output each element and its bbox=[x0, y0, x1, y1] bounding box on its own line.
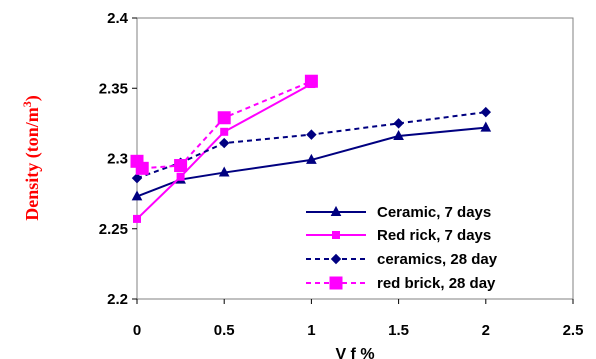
data-point bbox=[306, 153, 317, 164]
y-tick-label: 2.35 bbox=[99, 80, 128, 97]
series-red-brick-28-day bbox=[130, 74, 318, 175]
y-axis-title: Density (ton/m3) bbox=[20, 95, 43, 221]
legend-marker bbox=[330, 253, 342, 265]
x-tick-label: 0.5 bbox=[214, 322, 235, 339]
data-point bbox=[393, 118, 404, 129]
y-axis-title-close: ) bbox=[22, 95, 43, 101]
data-point bbox=[220, 127, 229, 136]
legend-label: Red rick, 7 days bbox=[377, 227, 491, 244]
y-tick-label: 2.25 bbox=[99, 221, 128, 238]
x-axis-title: V f % bbox=[335, 346, 374, 359]
legend: Ceramic, 7 days Red rick, 7 days ceramics,… bbox=[296, 197, 560, 295]
series-layer bbox=[130, 74, 492, 223]
data-point bbox=[306, 129, 317, 140]
x-axis-ticks: 0 0.5 1 1.5 2 2.5 bbox=[133, 299, 584, 339]
y-tick-label: 2.4 bbox=[107, 10, 129, 27]
legend-label: red brick, 28 day bbox=[377, 275, 496, 292]
y-axis-title-superscript: 3 bbox=[20, 101, 34, 107]
x-tick-label: 1.5 bbox=[388, 322, 409, 339]
y-axis-ticks: 2.2 2.25 2.3 2.35 2.4 bbox=[99, 10, 137, 308]
y-axis-title-main: Density (ton/m bbox=[22, 107, 43, 221]
x-tick-label: 1 bbox=[307, 322, 315, 339]
legend-entry: Ceramic, 7 days bbox=[306, 204, 491, 221]
data-point bbox=[393, 129, 404, 141]
data-point bbox=[480, 121, 492, 132]
data-point bbox=[176, 172, 185, 181]
legend-marker bbox=[329, 276, 343, 290]
data-point bbox=[133, 214, 141, 223]
data-point bbox=[135, 161, 149, 175]
data-point bbox=[480, 106, 492, 118]
legend-label: ceramics, 28 day bbox=[377, 251, 498, 268]
data-point bbox=[217, 111, 231, 125]
data-point bbox=[218, 137, 230, 149]
y-tick-label: 2.2 bbox=[107, 291, 128, 308]
series-line bbox=[136, 83, 312, 220]
data-point bbox=[131, 190, 143, 201]
legend-label: Ceramic, 7 days bbox=[377, 204, 491, 221]
legend-marker bbox=[330, 205, 342, 216]
legend-marker bbox=[332, 231, 340, 239]
x-tick-label: 2 bbox=[482, 322, 490, 339]
data-point bbox=[218, 166, 230, 177]
legend-entry: Red rick, 7 days bbox=[306, 227, 491, 244]
series-line bbox=[136, 126, 486, 198]
data-point bbox=[131, 172, 143, 184]
x-tick-label: 2.5 bbox=[563, 322, 584, 339]
data-point bbox=[174, 159, 188, 173]
legend-entry: red brick, 28 day bbox=[306, 275, 496, 292]
x-tick-label: 0 bbox=[133, 322, 141, 339]
y-tick-label: 2.3 bbox=[107, 151, 128, 168]
series-ceramic-7-days bbox=[131, 121, 492, 201]
data-point bbox=[304, 74, 318, 88]
legend-entry: ceramics, 28 day bbox=[306, 251, 498, 268]
